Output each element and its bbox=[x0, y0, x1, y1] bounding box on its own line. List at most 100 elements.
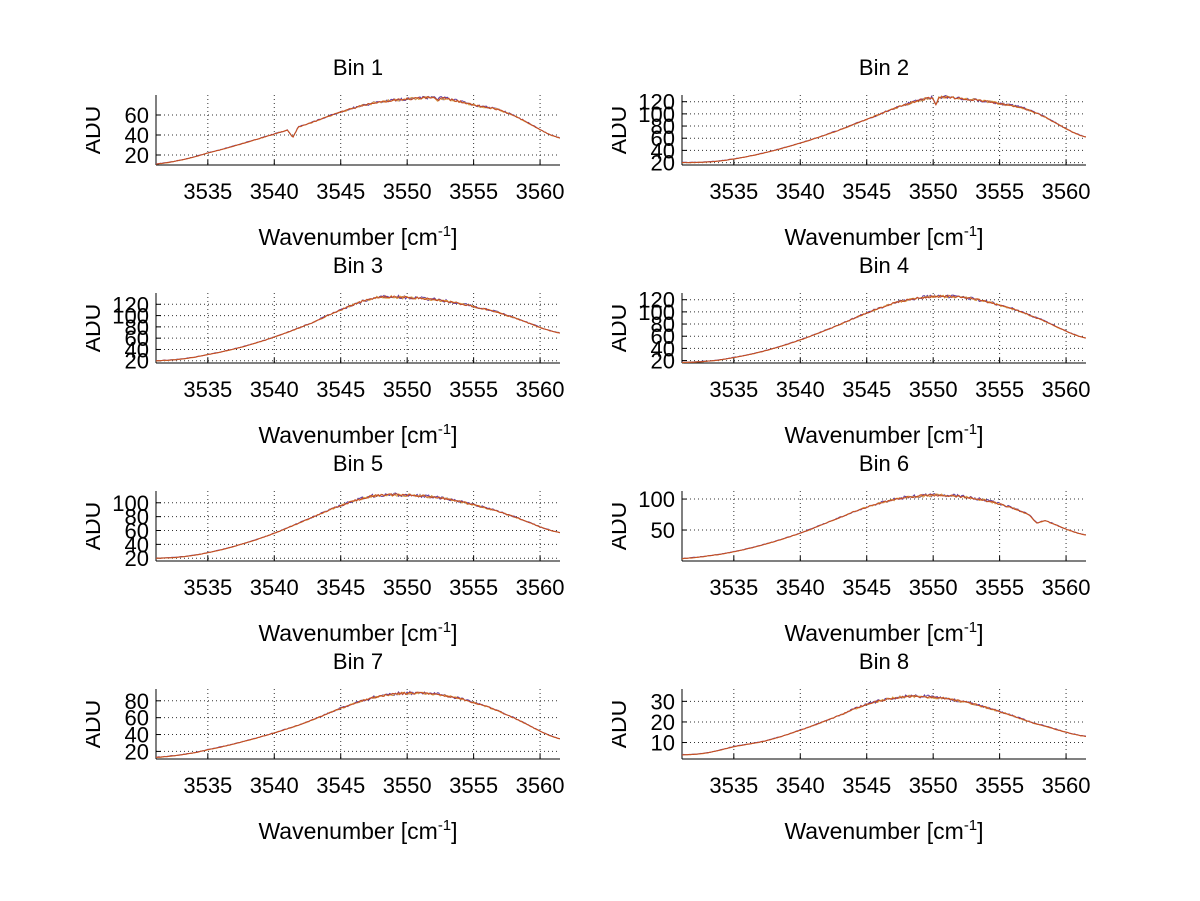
chart-title: Bin 8 bbox=[859, 649, 909, 674]
x-tick-label: 3535 bbox=[709, 179, 758, 204]
x-tick-label: 3555 bbox=[449, 179, 498, 204]
y-tick-label: 100 bbox=[638, 300, 675, 325]
x-tick-label: 3535 bbox=[709, 773, 758, 798]
spectrum-curve bbox=[682, 493, 1086, 559]
x-tick-label: 3540 bbox=[250, 377, 299, 402]
x-tick-label: 3535 bbox=[183, 377, 232, 402]
chart-panel-bin-2: Bin 2 20 40 60 80 100 120 3535 3540 3545 3550 3555 3… bbox=[605, 50, 1096, 252]
y-axis-label: ADU bbox=[612, 106, 631, 155]
x-tick-label: 3560 bbox=[516, 377, 565, 402]
y-tick-label: 120 bbox=[112, 292, 149, 317]
x-axis-label: Wavenumber [cm-1] bbox=[258, 421, 457, 448]
spectrum-curve bbox=[156, 691, 560, 758]
y-tick-label: 40 bbox=[125, 123, 149, 148]
y-tick-label: 80 bbox=[651, 312, 675, 337]
y-axis-label: ADU bbox=[612, 304, 631, 353]
y-tick-label: 10 bbox=[651, 731, 675, 756]
spectrum-curve bbox=[156, 294, 560, 362]
x-axis-label: Wavenumber [cm-1] bbox=[784, 619, 983, 646]
y-tick-label: 60 bbox=[125, 103, 149, 128]
y-tick-label: 60 bbox=[651, 126, 675, 151]
x-tick-label: 3535 bbox=[183, 179, 232, 204]
chart-title: Bin 6 bbox=[859, 451, 909, 476]
x-tick-label: 3550 bbox=[383, 377, 432, 402]
spectrum-curve bbox=[682, 694, 1086, 756]
x-tick-label: 3555 bbox=[975, 773, 1024, 798]
y-tick-label: 80 bbox=[125, 689, 149, 714]
chart-title: Bin 3 bbox=[333, 253, 383, 278]
chart-title: Bin 5 bbox=[333, 451, 383, 476]
spectrum-curve bbox=[682, 694, 1086, 756]
chart-title: Bin 4 bbox=[859, 253, 909, 278]
x-tick-label: 3545 bbox=[842, 179, 891, 204]
chart-title: Bin 1 bbox=[333, 55, 383, 80]
chart-panel-bin-8: Bin 8 10 20 30 3535 3540 3545 3550 3555 3560 Waven… bbox=[605, 644, 1096, 846]
spectrum-curve bbox=[156, 493, 560, 559]
x-tick-label: 3535 bbox=[709, 575, 758, 600]
y-tick-label: 20 bbox=[125, 546, 149, 571]
x-tick-label: 3560 bbox=[1042, 377, 1091, 402]
chart-panel-bin-6: Bin 6 50 100 3535 3540 3545 3550 3555 3560 Wavenu… bbox=[605, 446, 1096, 648]
chart-title: Bin 7 bbox=[333, 649, 383, 674]
y-tick-label: 60 bbox=[125, 706, 149, 731]
x-tick-label: 3550 bbox=[909, 179, 958, 204]
x-tick-label: 3545 bbox=[842, 575, 891, 600]
x-tick-label: 3555 bbox=[975, 575, 1024, 600]
x-tick-label: 3550 bbox=[383, 179, 432, 204]
chart-panel-bin-5: Bin 5 20 40 60 80 100 3535 3540 3545 3550 3555 3560… bbox=[79, 446, 570, 648]
x-axis-label: Wavenumber [cm-1] bbox=[784, 223, 983, 250]
y-tick-label: 40 bbox=[651, 336, 675, 361]
spectrum-curve bbox=[156, 294, 560, 362]
x-axis-label: Wavenumber [cm-1] bbox=[258, 817, 457, 844]
y-axis-label: ADU bbox=[612, 502, 631, 551]
x-tick-label: 3555 bbox=[449, 773, 498, 798]
spectrum-curve bbox=[682, 294, 1086, 363]
y-tick-label: 100 bbox=[638, 487, 675, 512]
spectrum-curve bbox=[682, 493, 1086, 560]
spectrum-curve bbox=[682, 493, 1086, 559]
y-tick-label: 80 bbox=[125, 315, 149, 340]
y-tick-label: 60 bbox=[125, 519, 149, 544]
x-tick-label: 3560 bbox=[516, 773, 565, 798]
x-tick-label: 3540 bbox=[776, 575, 825, 600]
y-tick-label: 80 bbox=[651, 114, 675, 139]
chart-title: Bin 2 bbox=[859, 55, 909, 80]
x-tick-label: 3560 bbox=[516, 575, 565, 600]
y-tick-label: 80 bbox=[125, 505, 149, 530]
x-axis-label: Wavenumber [cm-1] bbox=[784, 421, 983, 448]
x-tick-label: 3545 bbox=[842, 377, 891, 402]
y-axis-label: ADU bbox=[86, 502, 105, 551]
x-tick-label: 3555 bbox=[449, 575, 498, 600]
y-tick-label: 20 bbox=[651, 710, 675, 735]
x-tick-label: 3550 bbox=[909, 377, 958, 402]
y-tick-label: 20 bbox=[125, 349, 149, 374]
spectrum-curve bbox=[682, 294, 1086, 364]
y-tick-label: 60 bbox=[125, 326, 149, 351]
chart-panel-bin-7: Bin 7 20 40 60 80 3535 3540 3545 3550 3555 3560 Wav… bbox=[79, 644, 570, 846]
y-axis-label: ADU bbox=[612, 700, 631, 749]
y-tick-label: 50 bbox=[651, 518, 675, 543]
spectrum-curve bbox=[682, 95, 1086, 164]
y-tick-label: 60 bbox=[651, 324, 675, 349]
spectrum-curve bbox=[682, 94, 1086, 164]
y-tick-label: 40 bbox=[651, 138, 675, 163]
y-tick-label: 40 bbox=[125, 723, 149, 748]
y-axis-label: ADU bbox=[86, 700, 105, 749]
x-axis-label: Wavenumber [cm-1] bbox=[258, 223, 457, 250]
x-tick-label: 3540 bbox=[250, 773, 299, 798]
x-tick-label: 3560 bbox=[1042, 575, 1091, 600]
chart-panel-bin-4: Bin 4 20 40 60 80 100 120 3535 3540 3545 3550 3555 3… bbox=[605, 248, 1096, 450]
x-tick-label: 3550 bbox=[909, 773, 958, 798]
x-tick-label: 3560 bbox=[1042, 773, 1091, 798]
y-tick-label: 40 bbox=[125, 532, 149, 557]
y-tick-label: 100 bbox=[638, 102, 675, 127]
y-axis-label: ADU bbox=[86, 106, 105, 155]
x-tick-label: 3540 bbox=[250, 179, 299, 204]
y-tick-label: 100 bbox=[112, 491, 149, 516]
